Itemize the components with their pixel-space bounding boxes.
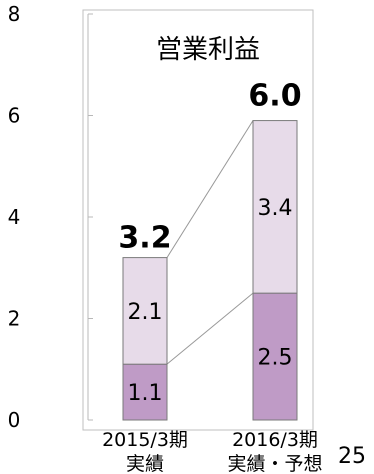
bars — [122, 120, 298, 421]
y-tick-label: 2 — [8, 307, 21, 331]
segment-label: 2.1 — [128, 300, 163, 325]
segment-label: 3.4 — [258, 196, 293, 221]
segment-label: 1.1 — [128, 381, 163, 406]
total-label: 3.2 — [118, 221, 171, 256]
chart-title: 営業利益 — [156, 35, 260, 65]
x-tick-label: 実績・予想 — [227, 453, 322, 474]
y-tick-label: 6 — [8, 104, 21, 128]
total-label: 6.0 — [248, 79, 301, 114]
page-number: 25 — [338, 444, 366, 469]
bar-segment — [122, 257, 168, 365]
connector-line — [166, 292, 254, 365]
y-tick-label: 8 — [8, 2, 21, 26]
chart-frame — [82, 9, 314, 431]
y-tick-label: 0 — [8, 408, 21, 432]
connector-line — [166, 120, 254, 258]
bar-segment — [252, 292, 298, 421]
connector-lines — [166, 120, 254, 365]
y-tick-label: 4 — [8, 205, 21, 229]
x-tick-label: 2016/3期 — [232, 429, 318, 451]
x-tick-label: 2015/3期 — [102, 429, 188, 451]
y-axis: 0 2 4 6 8 — [8, 2, 93, 432]
x-tick-label: 実績 — [126, 453, 164, 474]
bar-segment — [252, 120, 298, 294]
segment-label: 2.5 — [258, 346, 293, 371]
